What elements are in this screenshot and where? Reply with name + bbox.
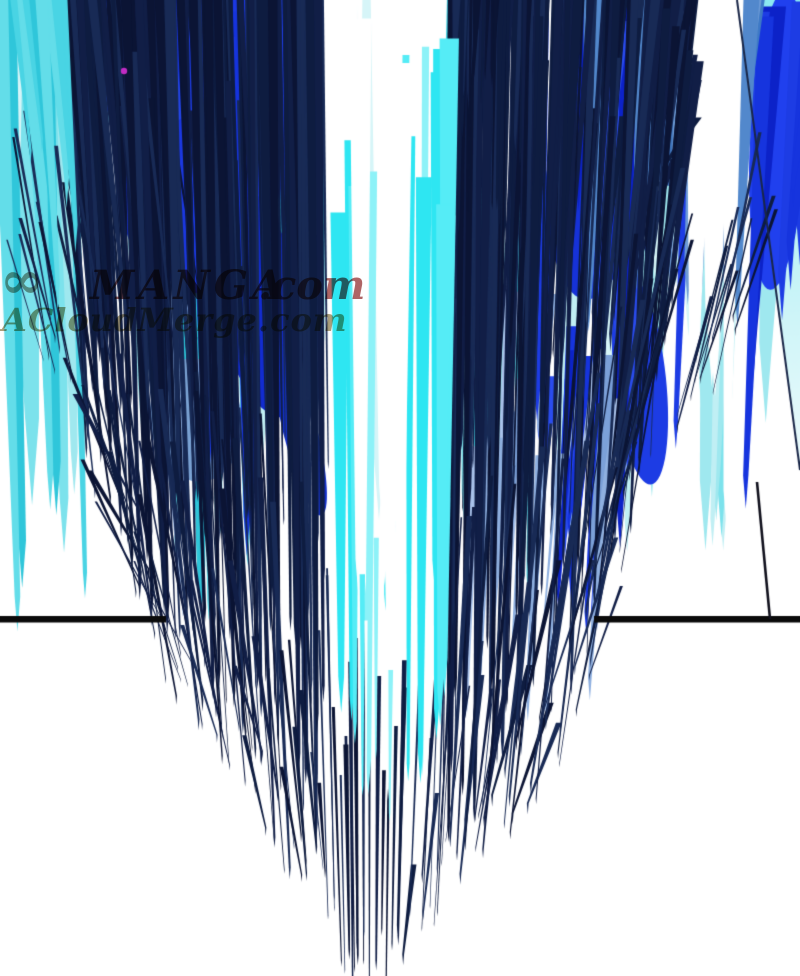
energy-burst-artwork — [0, 0, 800, 976]
manga-panel: ∞ MANGA .com ACloudMerge.com — [0, 0, 800, 976]
